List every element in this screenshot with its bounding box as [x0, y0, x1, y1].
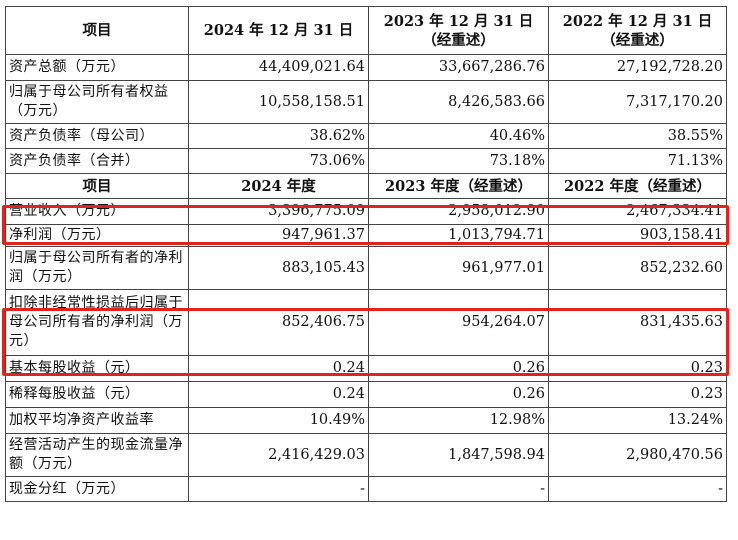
value-2022: 852,232.60: [548, 246, 727, 290]
table-row: 归属于母公司所有者的净利润（万元） 883,105.43 961,977.01 …: [5, 246, 727, 290]
header-cell: 2024 年度: [188, 173, 369, 199]
row-label: 营业收入（万元）: [5, 198, 189, 225]
value-2022: 903,158.41: [548, 224, 727, 247]
value-2023: 1,013,794.71: [368, 224, 549, 247]
header-cell: 项目: [5, 173, 189, 199]
value-2022: 71.13%: [548, 148, 727, 174]
table-row: 资产负债率（合并） 73.06% 73.18% 71.13%: [5, 148, 727, 174]
header-row-income: 项目 2024 年度 2023 年度（经重述） 2022 年度（经重述）: [5, 173, 727, 199]
value-2024: -: [188, 476, 369, 502]
value-2022: 7,317,170.20: [548, 80, 727, 124]
value-2022: 2,980,470.56: [548, 433, 727, 477]
value-2022: 831,435.63: [548, 289, 727, 356]
value-2024: 0.24: [188, 355, 369, 382]
value-2024: 44,409,021.64: [188, 54, 369, 81]
header-cell: 2023 年度（经重述）: [368, 173, 549, 199]
value-2022: 13.24%: [548, 407, 727, 434]
row-label: 资产总额（万元）: [5, 54, 189, 81]
value-2023: 2,958,012.90: [368, 198, 549, 225]
table-row: 营业收入（万元） 3,396,775.09 2,958,012.90 2,467…: [5, 198, 727, 225]
value-2023: 33,667,286.76: [368, 54, 549, 81]
header-row-balance: 项目 2024 年 12 月 31 日 2023 年 12 月 31 日（经重述…: [5, 6, 727, 55]
value-2024: 2,416,429.03: [188, 433, 369, 477]
row-label: 净利润（万元）: [5, 224, 189, 247]
financial-summary-table: 项目 2024 年 12 月 31 日 2023 年 12 月 31 日（经重述…: [5, 6, 727, 502]
value-2022: -: [548, 476, 727, 502]
row-label: 资产负债率（合并）: [5, 148, 189, 174]
value-2023: 40.46%: [368, 123, 549, 149]
table-row: 现金分红（万元） - - -: [5, 476, 727, 502]
header-cell: 2024 年 12 月 31 日: [188, 6, 369, 55]
row-label: 经营活动产生的现金流量净额（万元）: [5, 433, 189, 477]
table-row: 归属于母公司所有者权益（万元） 10,558,158.51 8,426,583.…: [5, 80, 727, 124]
table-row: 稀释每股收益（元） 0.24 0.26 0.23: [5, 381, 727, 408]
value-2023: -: [368, 476, 549, 502]
value-2024: 947,961.37: [188, 224, 369, 247]
row-label: 加权平均净资产收益率: [5, 407, 189, 434]
value-2024: 10.49%: [188, 407, 369, 434]
value-2023: 1,847,598.94: [368, 433, 549, 477]
value-2024: 852,406.75: [188, 289, 369, 356]
row-label: 扣除非经常性损益后归属于母公司所有者的净利润（万元）: [5, 289, 189, 356]
value-2023: 0.26: [368, 381, 549, 408]
value-2022: 2,467,334.41: [548, 198, 727, 225]
header-cell: 项目: [5, 6, 189, 55]
row-label: 基本每股收益（元）: [5, 355, 189, 382]
value-2022: 27,192,728.20: [548, 54, 727, 81]
table-row: 净利润（万元） 947,961.37 1,013,794.71 903,158.…: [5, 224, 727, 247]
row-label: 现金分红（万元）: [5, 476, 189, 502]
value-2024: 0.24: [188, 381, 369, 408]
header-cell: 2022 年度（经重述）: [548, 173, 727, 199]
table-row: 经营活动产生的现金流量净额（万元） 2,416,429.03 1,847,598…: [5, 433, 727, 477]
value-2024: 38.62%: [188, 123, 369, 149]
table-row: 加权平均净资产收益率 10.49% 12.98% 13.24%: [5, 407, 727, 434]
table-row: 基本每股收益（元） 0.24 0.26 0.23: [5, 355, 727, 382]
table-row: 资产负债率（母公司） 38.62% 40.46% 38.55%: [5, 123, 727, 149]
row-label: 资产负债率（母公司）: [5, 123, 189, 149]
value-2022: 0.23: [548, 355, 727, 382]
value-2023: 0.26: [368, 355, 549, 382]
value-2022: 0.23: [548, 381, 727, 408]
table-row: 扣除非经常性损益后归属于母公司所有者的净利润（万元） 852,406.75 95…: [5, 289, 727, 356]
header-cell: 2022 年 12 月 31 日（经重述）: [548, 6, 727, 55]
row-label: 稀释每股收益（元）: [5, 381, 189, 408]
value-2024: 73.06%: [188, 148, 369, 174]
value-2022: 38.55%: [548, 123, 727, 149]
value-2023: 961,977.01: [368, 246, 549, 290]
row-label: 归属于母公司所有者权益（万元）: [5, 80, 189, 124]
value-2023: 73.18%: [368, 148, 549, 174]
value-2023: 8,426,583.66: [368, 80, 549, 124]
value-2024: 10,558,158.51: [188, 80, 369, 124]
value-2024: 3,396,775.09: [188, 198, 369, 225]
table-row: 资产总额（万元） 44,409,021.64 33,667,286.76 27,…: [5, 54, 727, 81]
value-2023: 954,264.07: [368, 289, 549, 356]
header-cell: 2023 年 12 月 31 日（经重述）: [368, 6, 549, 55]
value-2024: 883,105.43: [188, 246, 369, 290]
value-2023: 12.98%: [368, 407, 549, 434]
row-label: 归属于母公司所有者的净利润（万元）: [5, 246, 189, 290]
